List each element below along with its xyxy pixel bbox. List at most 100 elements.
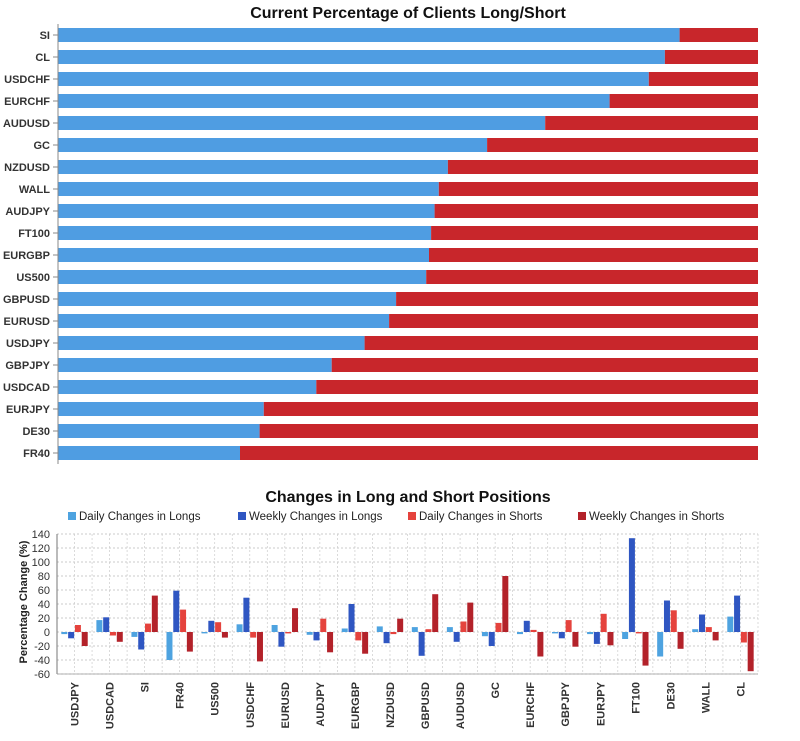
short-bar-usdchf bbox=[648, 72, 758, 86]
category-label-audusd: AUDUSD bbox=[3, 118, 50, 130]
bar-si-s1 bbox=[138, 632, 145, 650]
chart2-y-axis-label: Percentage Change (%) bbox=[18, 540, 30, 663]
bar-de30-s0 bbox=[657, 632, 664, 657]
long-bar-us500 bbox=[58, 270, 427, 284]
category-label-eurjpy: EURJPY bbox=[6, 404, 51, 416]
bar-us500-s3 bbox=[221, 632, 228, 638]
bar-eurgbp-s0 bbox=[341, 628, 348, 632]
bar-ft100-s2 bbox=[635, 632, 642, 634]
bar-usdjpy-s0 bbox=[61, 632, 68, 635]
bar-audjpy-s2 bbox=[320, 618, 327, 632]
bar-gbpusd-s1 bbox=[418, 632, 425, 656]
bar-wall-s0 bbox=[692, 629, 699, 632]
bar-cl-s0 bbox=[727, 616, 734, 632]
legend-swatch bbox=[238, 512, 246, 520]
long-bar-audjpy bbox=[58, 204, 435, 218]
x-tick-label-fr40: FR40 bbox=[175, 682, 187, 709]
category-label-gbpjpy: GBPJPY bbox=[5, 360, 50, 372]
short-bar-eurchf bbox=[609, 94, 758, 108]
legend-item-label: Weekly Changes in Shorts bbox=[589, 511, 725, 523]
bar-de30-s3 bbox=[677, 632, 684, 649]
x-tick-label-gc: GC bbox=[490, 682, 502, 699]
long-bar-eurjpy bbox=[58, 402, 264, 416]
bar-si-s0 bbox=[131, 632, 138, 637]
bar-audusd-s0 bbox=[446, 627, 453, 632]
y-tick-label: 140 bbox=[32, 529, 50, 541]
bar-usdchf-s2 bbox=[250, 632, 257, 638]
bar-us500-s1 bbox=[208, 620, 215, 632]
long-bar-wall bbox=[58, 182, 439, 196]
bar-eurgbp-s1 bbox=[348, 604, 355, 632]
x-tick-label-wall: WALL bbox=[700, 682, 712, 713]
bar-wall-s2 bbox=[705, 627, 712, 632]
bar-usdcad-s1 bbox=[103, 617, 110, 632]
category-label-audjpy: AUDJPY bbox=[5, 206, 50, 218]
category-label-gc: GC bbox=[34, 140, 51, 152]
short-bar-fr40 bbox=[240, 446, 758, 460]
short-bar-wall bbox=[438, 182, 758, 196]
bar-audjpy-s0 bbox=[306, 632, 313, 635]
short-bar-eurgbp bbox=[429, 248, 758, 262]
long-bar-si bbox=[58, 28, 680, 42]
long-bar-eurgbp bbox=[58, 248, 429, 262]
long-short-percentage-chart: Current Percentage of Clients Long/Short… bbox=[3, 5, 758, 464]
category-label-eurchf: EURCHF bbox=[4, 96, 50, 108]
short-bar-gbpjpy bbox=[331, 358, 758, 372]
y-tick-label: 40 bbox=[38, 599, 50, 611]
x-tick-label-eurchf: EURCHF bbox=[525, 682, 537, 728]
y-tick-label: 20 bbox=[38, 613, 50, 625]
bar-eurchf-s0 bbox=[516, 632, 523, 635]
bar-ft100-s1 bbox=[628, 538, 635, 632]
bar-eurjpy-s3 bbox=[607, 632, 614, 646]
bar-cl-s3 bbox=[747, 632, 754, 672]
category-label-usdchf: USDCHF bbox=[4, 74, 50, 86]
x-tick-label-eurusd: EURUSD bbox=[280, 682, 292, 729]
category-label-ft100: FT100 bbox=[18, 228, 50, 240]
long-bar-de30 bbox=[58, 424, 260, 438]
short-bar-si bbox=[679, 28, 758, 42]
bar-nzdusd-s2 bbox=[390, 632, 397, 635]
short-bar-usdcad bbox=[316, 380, 758, 394]
x-tick-label-gbpjpy: GBPJPY bbox=[560, 681, 572, 726]
y-tick-label: -20 bbox=[34, 641, 50, 653]
category-label-si: SI bbox=[40, 30, 50, 42]
bar-fr40-s0 bbox=[166, 632, 173, 660]
legend-item-label: Daily Changes in Shorts bbox=[419, 511, 543, 523]
bar-eurchf-s3 bbox=[537, 632, 544, 657]
bar-eurusd-s0 bbox=[271, 625, 278, 632]
y-tick-label: 120 bbox=[32, 543, 50, 555]
chart2-title: Changes in Long and Short Positions bbox=[265, 489, 550, 506]
bar-us500-s0 bbox=[201, 632, 208, 634]
short-bar-gbpusd bbox=[396, 292, 758, 306]
x-tick-label-usdchf: USDCHF bbox=[245, 682, 257, 728]
x-tick-label-cl: CL bbox=[736, 682, 748, 697]
bar-audjpy-s3 bbox=[327, 632, 334, 653]
bar-de30-s1 bbox=[663, 600, 670, 632]
x-tick-label-nzdusd: NZDUSD bbox=[385, 682, 397, 728]
bar-usdcad-s3 bbox=[116, 632, 123, 642]
category-label-cl: CL bbox=[35, 52, 50, 64]
chart1-title: Current Percentage of Clients Long/Short bbox=[250, 5, 566, 22]
long-bar-audusd bbox=[58, 116, 546, 130]
x-tick-label-eurjpy: EURJPY bbox=[595, 681, 607, 726]
long-bar-nzdusd bbox=[58, 160, 448, 174]
bar-gbpusd-s2 bbox=[425, 629, 432, 632]
legend-swatch bbox=[408, 512, 416, 520]
bar-eurusd-s2 bbox=[285, 632, 292, 634]
bar-gbpjpy-s2 bbox=[565, 620, 572, 632]
bar-usdchf-s1 bbox=[243, 597, 250, 632]
y-tick-label: 80 bbox=[38, 571, 50, 583]
bar-ft100-s3 bbox=[642, 632, 649, 666]
x-tick-label-de30: DE30 bbox=[665, 682, 677, 710]
bar-eurusd-s3 bbox=[292, 608, 299, 632]
bar-eurchf-s1 bbox=[523, 620, 530, 632]
long-bar-fr40 bbox=[58, 446, 240, 460]
long-bar-eurusd bbox=[58, 314, 390, 328]
bar-usdchf-s0 bbox=[236, 624, 243, 632]
bar-usdchf-s3 bbox=[256, 632, 263, 662]
bar-nzdusd-s1 bbox=[383, 632, 390, 644]
bar-gc-s1 bbox=[488, 632, 495, 646]
x-tick-label-gbpusd: GBPUSD bbox=[420, 682, 432, 729]
bar-usdjpy-s3 bbox=[81, 632, 88, 646]
x-tick-label-usdjpy: USDJPY bbox=[70, 681, 82, 726]
